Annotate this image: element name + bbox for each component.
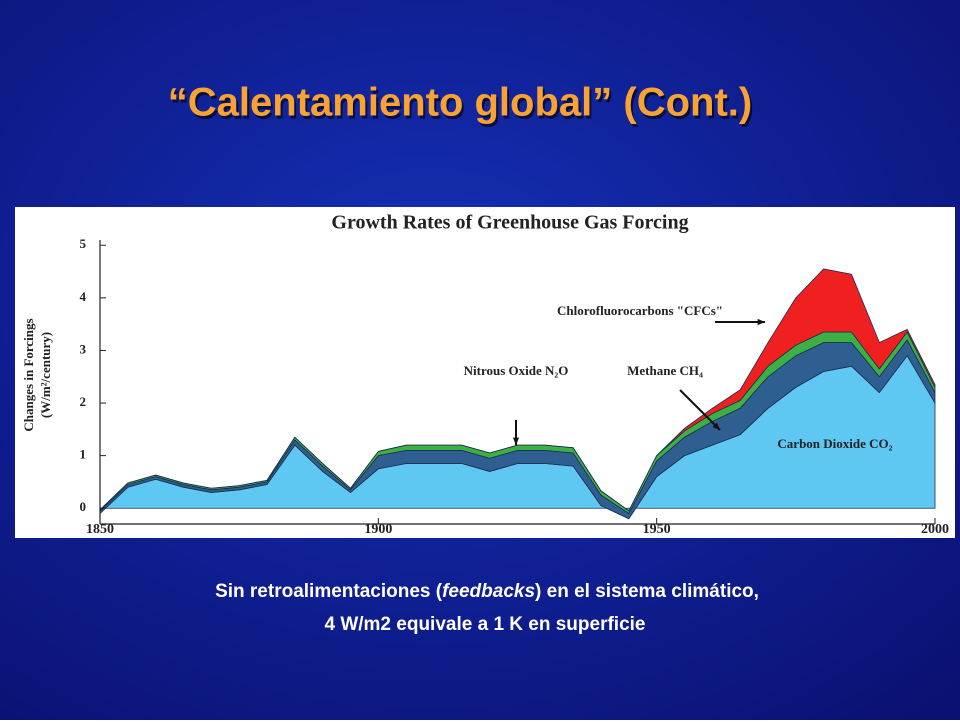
caption-line: 4 W/m2 equivale a 1 K en superficie <box>324 614 645 635</box>
arrow-head <box>757 318 765 326</box>
chart: Growth Rates of Greenhouse Gas Forcing Ch… <box>21 212 949 538</box>
slide-title: “Calentamiento global” (Cont.) <box>168 81 752 125</box>
caption-text: ) en el sistema climático, <box>535 581 759 602</box>
arrow-head <box>712 422 720 430</box>
y-tick-label: 4 <box>80 289 87 304</box>
arrow-head <box>512 437 520 445</box>
y-axis-label: (W/m²/century) <box>38 332 53 418</box>
series-label: Carbon Dioxide CO₂ <box>777 436 892 451</box>
caption-line: Sin retroalimentaciones (feedbacks) en e… <box>215 581 759 602</box>
title-shadow: “Calentamiento global” (Cont.) <box>170 84 754 128</box>
y-tick-label: 3 <box>80 341 87 356</box>
chart-title: Growth Rates of Greenhouse Gas Forcing <box>331 212 688 234</box>
x-tick-label: 2000 <box>921 522 949 537</box>
y-axis-label: Changes in Forcings <box>21 318 36 431</box>
y-tick-label: 5 <box>80 236 87 251</box>
x-tick-label: 1950 <box>643 522 671 537</box>
label-arrow <box>679 389 721 431</box>
caption-text: feedbacks <box>442 581 535 602</box>
y-tick-label: 0 <box>80 499 87 514</box>
series-label: Nitrous Oxide N₂O <box>464 363 569 378</box>
series-label: Chlorofluorocarbons "CFCs" <box>557 303 723 318</box>
y-tick-label: 1 <box>80 447 87 462</box>
caption-text: Sin retroalimentaciones ( <box>215 581 443 602</box>
x-tick-label: 1850 <box>86 522 114 537</box>
y-tick-label: 2 <box>80 394 87 409</box>
series-label: Methane CH₄ <box>627 363 703 378</box>
x-tick-label: 1900 <box>364 522 392 537</box>
area-layer <box>99 268 936 512</box>
